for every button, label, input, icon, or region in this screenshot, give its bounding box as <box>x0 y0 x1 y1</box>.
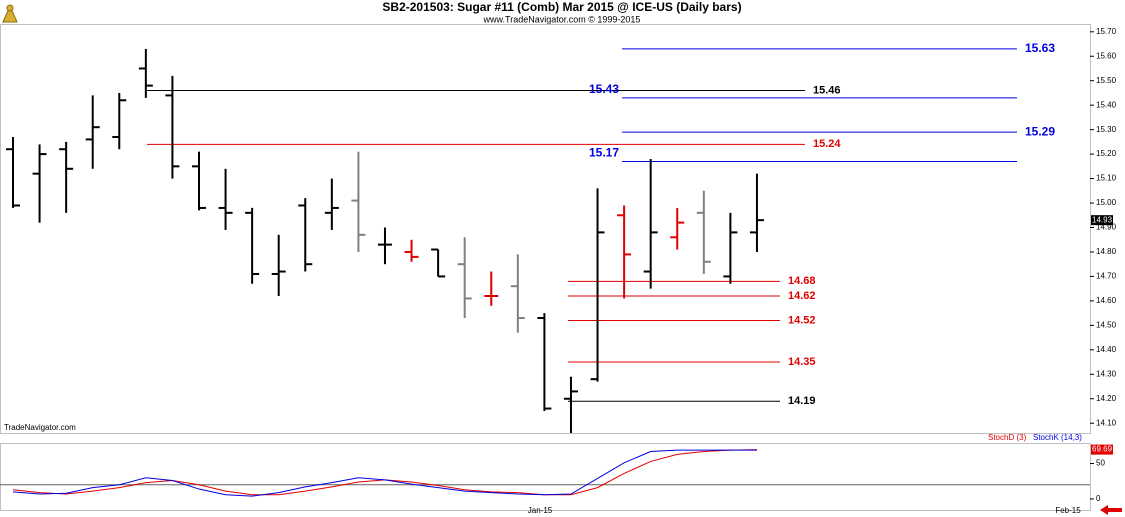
y-tick-label: 15.00 <box>1096 198 1117 207</box>
x-tick-label: Feb-15 <box>1055 506 1081 515</box>
level-label: 15.43 <box>589 82 619 96</box>
watermark: TradeNavigator.com <box>4 423 76 432</box>
level-label: 14.62 <box>788 290 816 302</box>
y-tick-label: 14.70 <box>1096 272 1117 281</box>
y-tick-label: 15.40 <box>1096 100 1117 109</box>
level-label: 15.63 <box>1025 41 1055 55</box>
legend-entry: StochK (14,3) <box>1033 433 1082 442</box>
y-tick-label: 14.90 <box>1096 223 1117 232</box>
stoch-last-box <box>1091 444 1113 455</box>
y-tick-label: 15.60 <box>1096 51 1117 60</box>
level-label: 14.52 <box>788 314 816 326</box>
scroll-arrow[interactable] <box>1100 505 1122 515</box>
y-tick-label: 15.70 <box>1096 27 1117 36</box>
x-tick-label: Jan-15 <box>528 506 553 515</box>
level-label: 14.68 <box>788 275 816 287</box>
y-tick-label: 14.60 <box>1096 296 1117 305</box>
level-label: 15.29 <box>1025 124 1055 138</box>
logo <box>2 4 18 23</box>
y-tick-label: 14.20 <box>1096 394 1117 403</box>
stoch-panel <box>0 443 1091 511</box>
stoch-last-label: 69.69 <box>1092 445 1113 454</box>
y-tick-label: 14.50 <box>1096 320 1117 329</box>
stoch-tick-label: 0 <box>1096 494 1101 503</box>
chart-subtitle: www.TradeNavigator.com © 1999-2015 <box>483 14 641 24</box>
y-tick-label: 15.10 <box>1096 174 1117 183</box>
y-tick-label: 15.50 <box>1096 76 1117 85</box>
y-tick-label: 14.80 <box>1096 247 1117 256</box>
y-tick-label: 15.20 <box>1096 149 1117 158</box>
level-label: 14.19 <box>788 395 816 407</box>
y-tick-label: 14.30 <box>1096 369 1117 378</box>
last-price-label: 14.93 <box>1092 215 1113 224</box>
legend-entry: StochD (3) <box>988 433 1027 442</box>
y-tick-label: 15.30 <box>1096 125 1117 134</box>
stoch-line <box>12 449 757 497</box>
main-panel <box>0 24 1091 434</box>
level-label: 15.17 <box>589 146 619 160</box>
y-tick-label: 14.10 <box>1096 418 1117 427</box>
stoch-tick-label: 50 <box>1096 459 1105 468</box>
level-label: 15.24 <box>813 138 841 150</box>
chart-title: SB2-201503: Sugar #11 (Comb) Mar 2015 @ … <box>382 0 741 14</box>
last-price-box <box>1091 215 1113 226</box>
y-tick-label: 14.40 <box>1096 345 1117 354</box>
level-label: 14.35 <box>788 356 816 368</box>
level-label: 15.46 <box>813 84 841 96</box>
